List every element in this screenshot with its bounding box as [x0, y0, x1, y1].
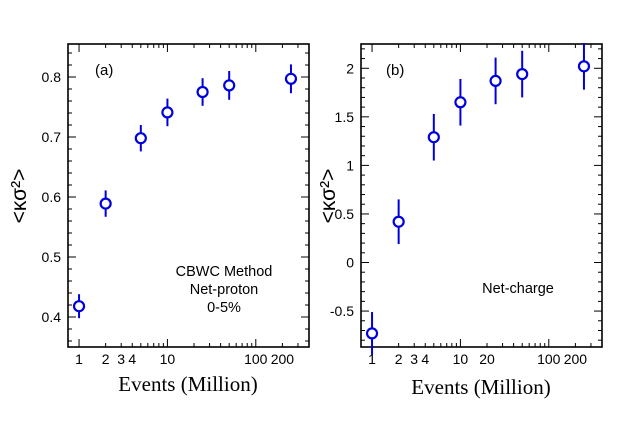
panel-label-b: (b)	[386, 62, 404, 79]
x-tick-label: 4	[421, 351, 429, 367]
data-point	[516, 68, 529, 81]
panel-net-proton: 1 2 3 4 10 100 200 0.4 0.5 0.6 0.7 0.8 (a) CBWC Met…	[8, 43, 310, 396]
data-point	[577, 60, 591, 73]
x-tick-label: 2	[102, 351, 110, 367]
y-tick-label: 1	[346, 157, 354, 173]
data-point	[365, 327, 379, 340]
x-tick-label: 1	[368, 351, 376, 367]
y-axis-title-b: <κσ²>	[317, 169, 340, 224]
annotation-line-1: CBWC Method	[176, 264, 273, 280]
data-point	[196, 85, 209, 99]
x-tick-label: 2	[395, 351, 403, 367]
y-tick-label: 0.4	[42, 309, 62, 325]
plot-frame-b	[360, 43, 603, 348]
x-tick-label: 1	[75, 351, 83, 367]
data-point	[134, 132, 147, 145]
y-tick-label: 1.5	[335, 109, 355, 125]
x-tick-label: 20	[479, 351, 495, 367]
annotation-line-2: Net-proton	[190, 282, 259, 298]
y-tick-label: 0	[346, 255, 354, 271]
data-point	[223, 79, 236, 92]
x-tick-label: 200	[271, 351, 295, 367]
y-tick-label: 0.5	[42, 249, 62, 265]
panel-label-a: (a)	[95, 62, 113, 79]
x-tick-label: 10	[160, 351, 176, 367]
y-tick-label: 0.7	[42, 129, 62, 145]
y-tick-label: 0.8	[42, 69, 62, 85]
annotation-net-charge: Net-charge	[482, 281, 554, 297]
x-tick-label: 4	[128, 351, 136, 367]
data-point	[427, 131, 440, 144]
y-axis-title-a: <κσ²>	[8, 169, 31, 224]
annotation-line-3: 0-5%	[207, 300, 241, 316]
data-point	[99, 197, 112, 210]
x-tick-label: 3	[117, 351, 125, 367]
x-tick-label: 100	[244, 351, 268, 367]
y-tick-label: 0.5	[335, 206, 355, 222]
data-point	[392, 215, 405, 228]
x-tick-label: 100	[537, 351, 561, 367]
data-point	[489, 74, 502, 88]
x-axis-title-a: Events (Million)	[118, 372, 257, 396]
panel-net-charge: 1 2 3 4 10 20 100 200-0.500.511.52 (b) Net-char…	[317, 43, 603, 399]
y-tick-label: -0.5	[330, 303, 354, 319]
data-point	[72, 300, 86, 313]
x-tick-label: 3	[410, 351, 418, 367]
data-point	[454, 96, 467, 109]
x-tick-label: 200	[564, 351, 588, 367]
y-tick-label: 0.6	[42, 189, 62, 205]
data-point	[284, 72, 298, 85]
x-axis-title-b: Events (Million)	[411, 375, 550, 399]
y-tick-label: 2	[346, 60, 354, 76]
plot-frame-a	[67, 43, 310, 348]
x-tick-label: 10	[453, 351, 469, 367]
data-point	[161, 106, 174, 119]
